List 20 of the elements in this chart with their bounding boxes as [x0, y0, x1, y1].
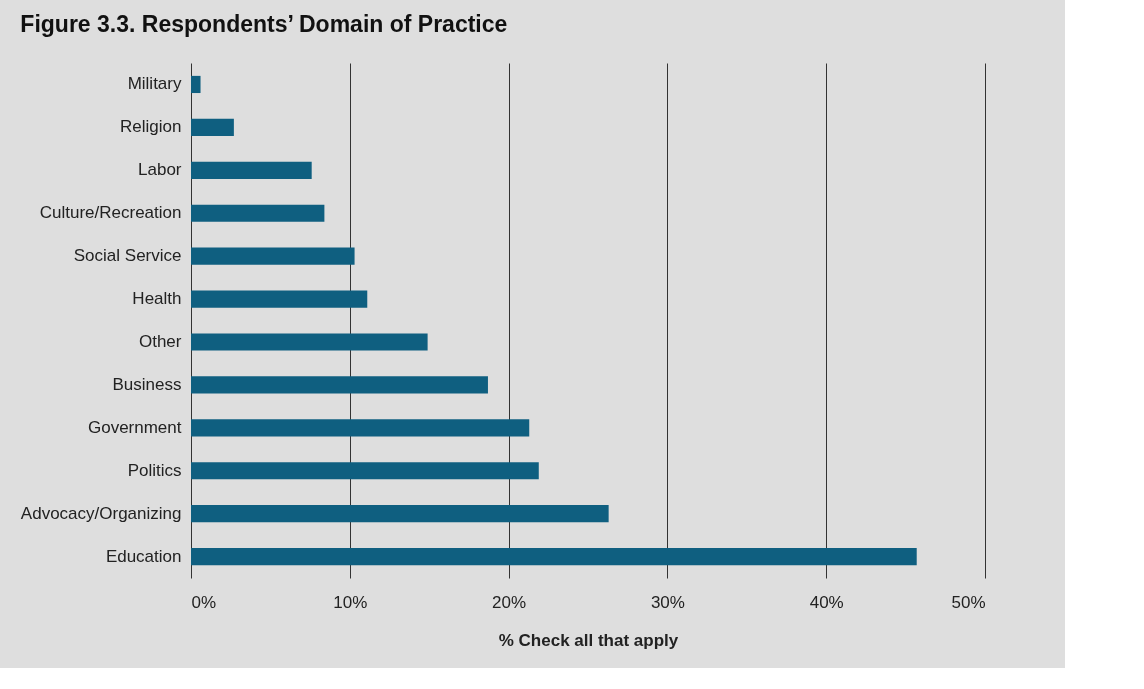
y-tick-label: Religion: [120, 117, 182, 137]
chart-title: Figure 3.3. Respondents’ Domain of Practice: [20, 11, 508, 37]
y-tick-label: Social Service: [73, 246, 182, 266]
x-tick-label: 10%: [333, 592, 368, 612]
y-tick-label: Business: [112, 374, 182, 394]
y-tick-label: Military: [127, 74, 182, 94]
y-tick-label: Culture/Recreation: [39, 203, 182, 223]
x-tick-label: 30%: [650, 592, 685, 612]
y-tick-label: Government: [87, 417, 182, 437]
y-tick-label: Health: [132, 289, 182, 309]
x-tick-label: 50%: [951, 592, 986, 612]
x-tick-label: 0%: [191, 592, 217, 612]
y-tick-label: Advocacy/Organizing: [20, 503, 182, 523]
y-tick-label: Education: [105, 546, 182, 566]
y-tick-label: Labor: [138, 160, 182, 180]
y-tick-label: Politics: [127, 460, 182, 480]
y-tick-label: Other: [138, 331, 182, 351]
x-axis-title: % Check all that apply: [498, 630, 679, 650]
x-tick-label: 40%: [809, 592, 844, 612]
x-tick-label: 20%: [492, 592, 527, 612]
